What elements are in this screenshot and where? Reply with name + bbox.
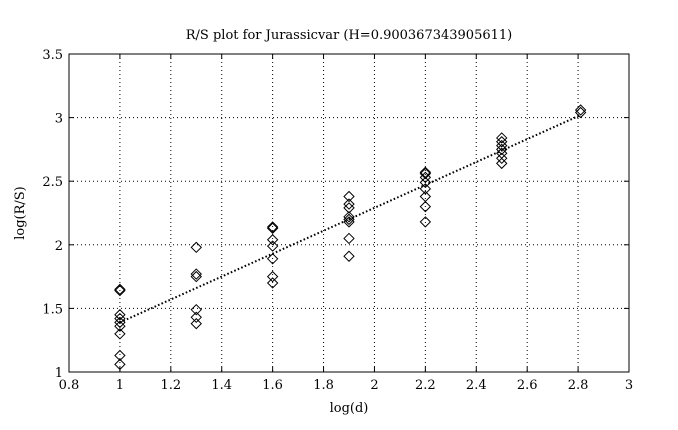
data-point-diamond	[343, 211, 355, 223]
data-point-diamond	[419, 166, 432, 179]
x-tick-label: 1	[116, 378, 124, 393]
axis-ticks	[68, 53, 630, 373]
data-point-diamond	[190, 303, 202, 316]
x-tick-label: 1.2	[160, 378, 181, 393]
y-tick-label: 2.5	[42, 175, 63, 190]
data-point-diamond	[343, 213, 355, 226]
data-point-diamond	[419, 200, 432, 213]
y-tick-label: 3	[55, 112, 63, 127]
plot-area-frame	[68, 53, 630, 373]
x-tick-label: 2.2	[415, 378, 436, 393]
y-tick-labels: 1 1.5 2 2.5 3 3.5	[42, 48, 63, 381]
y-tick-label: 2	[55, 239, 63, 254]
data-point-diamond	[266, 234, 279, 246]
y-axis-label: log(R/S)	[13, 186, 28, 240]
data-point-diamond	[266, 240, 279, 252]
x-tick-label: 2	[370, 378, 378, 393]
y-tick-label: 3.5	[42, 48, 63, 63]
data-point-diamond	[266, 277, 279, 289]
data-point-diamond	[266, 221, 279, 233]
data-point-diamond	[266, 222, 279, 234]
data-point-diamond	[266, 270, 279, 283]
x-tick-label: 2.6	[517, 378, 538, 393]
data-point-diamond	[574, 104, 587, 116]
x-tick-label: 0.8	[59, 378, 80, 393]
data-point-diamond	[190, 268, 202, 280]
x-tick-label: 2.8	[568, 378, 589, 393]
data-point-diamond	[190, 270, 202, 283]
data-point-diamond	[343, 232, 355, 245]
data-point-diamond	[496, 136, 508, 148]
data-point-diamond	[574, 106, 587, 119]
x-tick-label: 3	[625, 378, 633, 393]
data-points	[114, 104, 587, 371]
data-point-diamond	[114, 284, 126, 297]
data-point-diamond	[419, 190, 432, 203]
data-point-diamond	[496, 132, 508, 144]
data-point-diamond	[496, 152, 508, 165]
data-point-diamond	[343, 250, 355, 262]
data-point-diamond	[343, 216, 355, 228]
x-tick-label: 1.8	[313, 378, 334, 393]
regression-fit-line	[119, 114, 582, 324]
data-point-diamond	[419, 176, 432, 189]
data-point-diamond	[419, 216, 432, 228]
data-point-diamond	[114, 349, 126, 362]
y-tick-label: 1.5	[42, 302, 63, 317]
data-point-diamond	[266, 253, 279, 265]
x-tick-label: 2.4	[466, 378, 487, 393]
data-point-diamond	[190, 311, 202, 324]
x-axis-label: log(d)	[330, 401, 369, 416]
data-point-diamond	[190, 317, 202, 330]
data-point-diamond	[343, 190, 355, 203]
x-tick-label: 1.6	[262, 378, 283, 393]
data-point-diamond	[419, 167, 432, 180]
data-point-diamond	[114, 309, 126, 321]
data-point-diamond	[114, 358, 126, 371]
chart-title: R/S plot for Jurassicvar (H=0.9003673439…	[186, 28, 512, 43]
data-point-diamond	[190, 241, 202, 254]
data-point-diamond	[114, 328, 126, 340]
x-tick-labels: 0.8 1 1.2 1.4 1.6 1.8 2 2.2 2.4 2.6 2.8 3	[59, 378, 633, 393]
y-tick-label: 1	[55, 366, 63, 381]
x-tick-label: 1.4	[211, 378, 232, 393]
data-point-diamond	[419, 183, 432, 195]
data-point-diamond	[114, 283, 126, 296]
data-point-diamond	[343, 198, 355, 210]
data-point-diamond	[496, 157, 508, 170]
